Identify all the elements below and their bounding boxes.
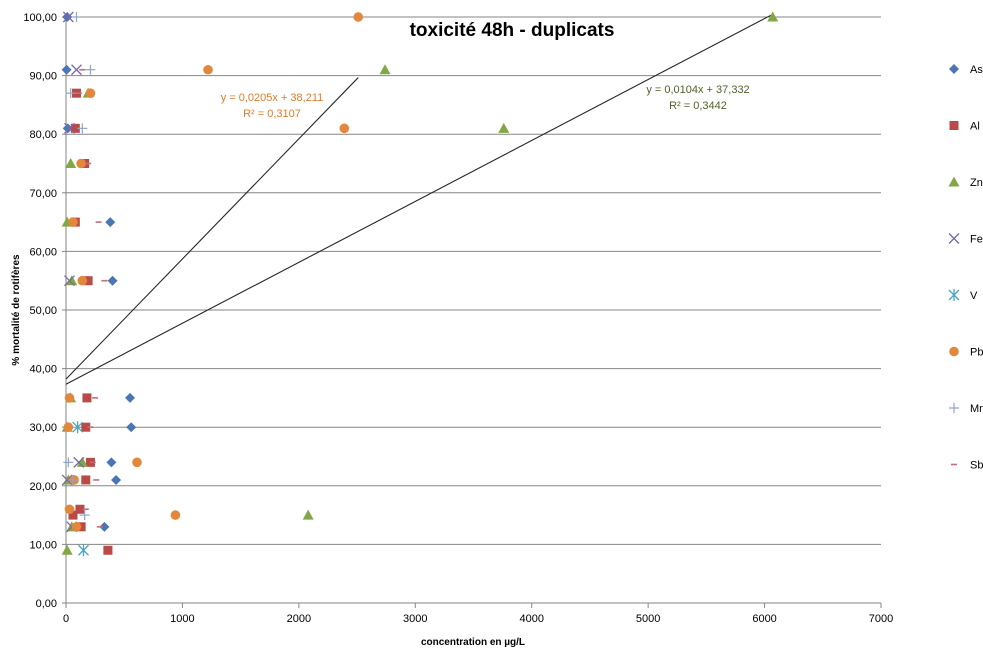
y-tick-label: 100,00 xyxy=(23,12,57,24)
y-tick-label: 90,00 xyxy=(29,71,57,83)
point-pb xyxy=(353,12,363,22)
x-tick-label: 5000 xyxy=(636,613,660,625)
chart-title: toxicité 48h - duplicats xyxy=(410,20,615,41)
point-pb xyxy=(76,159,86,169)
x-tick-label: 7000 xyxy=(869,613,893,625)
legend-label-zn: Zn xyxy=(970,177,983,189)
point-mn xyxy=(63,457,73,467)
point-as xyxy=(106,457,116,467)
y-tick-label: 30,00 xyxy=(29,422,57,434)
point-mn xyxy=(85,65,95,75)
point-as xyxy=(62,12,72,22)
y-tick-label: 60,00 xyxy=(29,246,57,258)
point-pb xyxy=(86,88,96,98)
legend-label-pb: Pb xyxy=(970,347,983,359)
legend-marker-mn xyxy=(949,403,959,413)
legend-label-sb: Sb xyxy=(970,460,983,472)
y-tick-label: 20,00 xyxy=(29,481,57,493)
legend-item-mn: Mn xyxy=(949,403,983,415)
legend-label-as: As xyxy=(970,64,983,76)
y-tick-label: 10,00 xyxy=(29,539,57,551)
x-tick-label: 0 xyxy=(63,613,69,625)
legend-item-sb: Sb xyxy=(951,460,983,472)
x-axis-title: concentration en µg/L xyxy=(421,637,525,648)
legend-item-al: Al xyxy=(950,121,980,133)
trendline-2 xyxy=(66,14,773,384)
legend-item-as: As xyxy=(949,64,983,76)
legend-label-al: Al xyxy=(970,121,980,133)
point-mn xyxy=(71,12,81,22)
point-zn xyxy=(303,510,314,520)
y-axis-title: % mortalité de rotifères xyxy=(11,254,22,366)
point-as xyxy=(111,475,121,485)
legend-item-pb: Pb xyxy=(949,347,983,359)
trendline-1-equation: y = 0,0205x + 38,211 xyxy=(221,92,324,104)
legend-marker-as xyxy=(949,64,959,74)
x-tick-label: 2000 xyxy=(287,613,311,625)
trendlines xyxy=(66,14,773,384)
legend-label-v: V xyxy=(970,290,978,302)
point-zn xyxy=(65,158,76,168)
legend-label-fe: Fe xyxy=(970,234,983,246)
y-tick-label: 0,00 xyxy=(36,598,57,610)
legend-item-v: V xyxy=(949,289,978,302)
point-pb xyxy=(132,458,142,468)
x-tick-label: 4000 xyxy=(519,613,543,625)
point-as xyxy=(125,393,135,403)
x-tick-label: 6000 xyxy=(752,613,776,625)
trendline-1-r2: R² = 0,3107 xyxy=(243,108,301,120)
y-tick-label: 40,00 xyxy=(29,364,57,376)
point-pb xyxy=(65,393,75,403)
point-zn xyxy=(498,123,509,133)
point-al xyxy=(103,546,112,555)
axes: 0,00 10,00 20,00 30,00 40,00 50,00 60,00 70,00 8… xyxy=(23,12,893,625)
legend-marker-al xyxy=(950,121,959,130)
legend-marker-zn xyxy=(949,177,960,187)
x-tick-label: 3000 xyxy=(403,613,427,625)
point-as xyxy=(105,217,115,227)
point-as xyxy=(62,65,72,75)
point-as xyxy=(108,276,118,286)
grid-lines xyxy=(66,17,881,544)
point-pb xyxy=(171,510,181,520)
y-tick-label: 70,00 xyxy=(29,188,57,200)
legend-item-zn: Zn xyxy=(949,177,983,190)
point-pb xyxy=(78,276,88,286)
trendline-1 xyxy=(66,78,358,380)
legend-marker-fe xyxy=(949,234,959,244)
legend-marker-pb xyxy=(949,347,959,357)
legend-item-fe: Fe xyxy=(949,234,983,246)
point-pb xyxy=(65,504,75,514)
trendline-2-r2: R² = 0,3442 xyxy=(669,100,727,112)
legend-label-mn: Mn xyxy=(970,403,983,415)
point-pb xyxy=(339,124,349,134)
y-tick-label: 80,00 xyxy=(29,129,57,141)
point-pb xyxy=(203,65,213,75)
point-pb xyxy=(64,422,74,432)
point-al xyxy=(82,393,91,402)
trendline-2-equation: y = 0,0104x + 37,332 xyxy=(646,84,749,96)
point-zn xyxy=(380,64,391,74)
point-zn xyxy=(62,545,73,555)
point-v xyxy=(78,544,88,556)
y-tick-label: 50,00 xyxy=(29,305,57,317)
point-pb xyxy=(72,522,82,532)
point-as xyxy=(126,422,136,432)
x-tick-label: 1000 xyxy=(170,613,194,625)
legend: As Al Zn Fe V Pb Mn Sb xyxy=(949,64,983,472)
point-pb xyxy=(68,217,78,227)
point-al xyxy=(81,475,90,484)
legend-marker-v xyxy=(949,289,959,301)
